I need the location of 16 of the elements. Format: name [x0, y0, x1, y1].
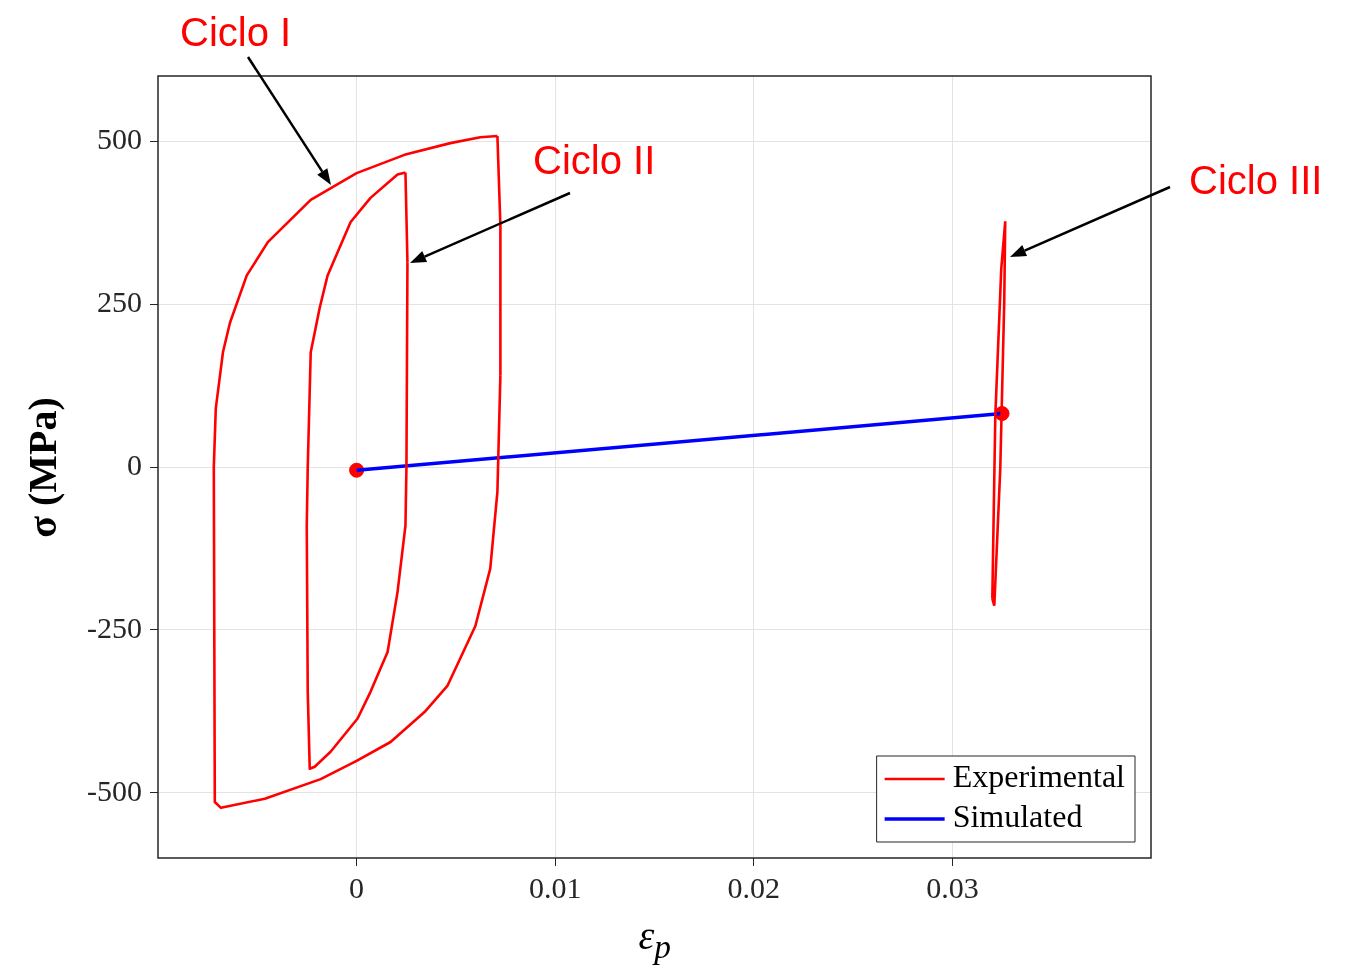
text: Ciclo III: [1189, 158, 1323, 202]
x-tick-label: 0.01: [528, 870, 582, 904]
y-tick-label: 250: [97, 284, 142, 318]
y-tick-label: -250: [87, 610, 142, 644]
legend-label: Simulated: [952, 798, 1083, 835]
x-tick-label: 0.02: [727, 870, 781, 904]
x-tick-label: 0.03: [926, 870, 979, 904]
y-tick-label: 500: [97, 122, 142, 156]
x-tick-label: 0: [349, 870, 365, 904]
legend-label: Experimental: [952, 758, 1126, 795]
x-axis-title: ε$_{p}$: [638, 912, 671, 966]
text: Ciclo I: [180, 10, 292, 54]
annotation: Ciclo II: [533, 138, 656, 182]
y-tick-label: -500: [87, 773, 142, 807]
y-tick-label: 0: [127, 447, 142, 481]
y-axis-title: σ (MPa): [18, 396, 66, 538]
